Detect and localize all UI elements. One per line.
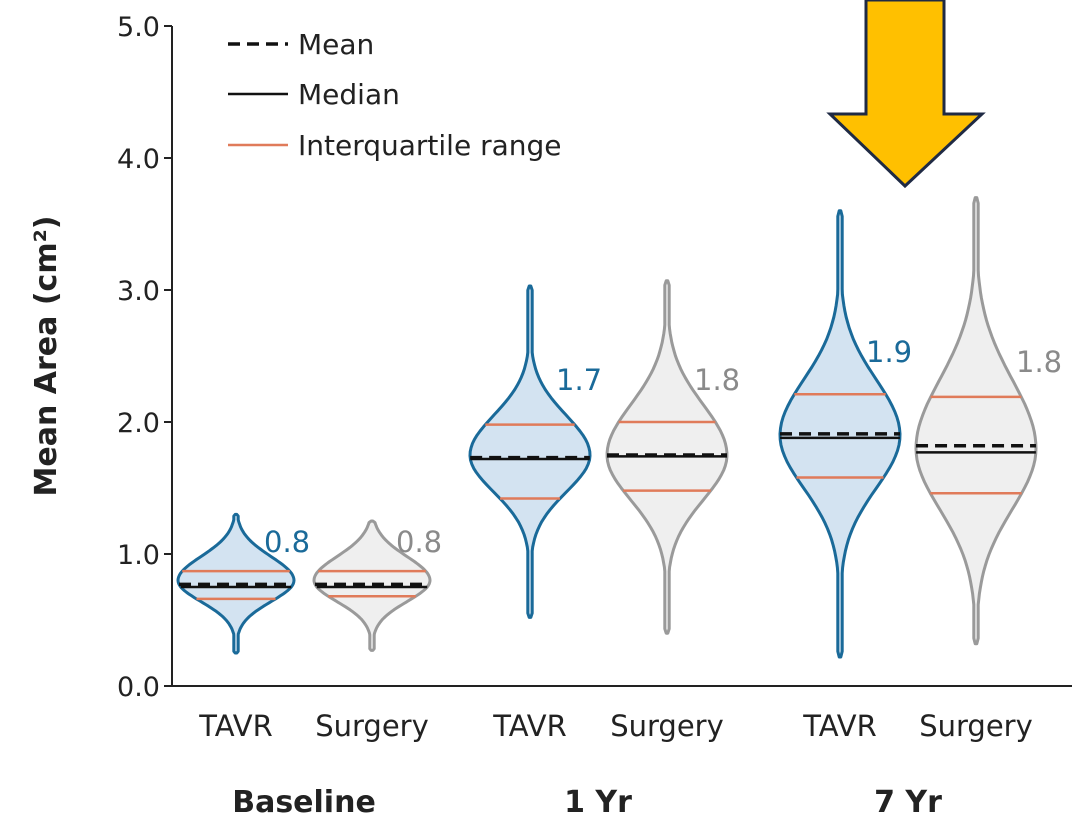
category-label-1yr-tavr: TAVR: [492, 709, 566, 743]
y-tick-label: 5.0: [117, 12, 160, 43]
y-ticks: 0.0 1.0 2.0 3.0 4.0 5.0: [117, 12, 172, 703]
legend-median-label: Median: [298, 78, 400, 111]
value-label-baseline-surgery: 0.8: [396, 525, 442, 559]
axes: [171, 26, 1072, 687]
category-label-baseline-tavr: TAVR: [198, 709, 272, 743]
legend-iqr-label: Interquartile range: [298, 129, 562, 162]
legend: Mean Median Interquartile range: [228, 28, 562, 162]
category-label-7yr-tavr: TAVR: [802, 709, 876, 743]
y-tick-label: 1.0: [117, 540, 160, 571]
group-label-baseline: Baseline: [232, 785, 376, 820]
y-tick-label: 4.0: [117, 144, 160, 175]
down-arrow-annotation: [826, 0, 986, 189]
y-axis-label: Mean Area (cm²): [29, 216, 64, 497]
legend-mean-label: Mean: [298, 28, 374, 61]
category-label-1yr-surgery: Surgery: [610, 709, 724, 743]
violin-baseline-tavr: [176, 512, 296, 655]
value-label-1yr-tavr: 1.7: [556, 363, 602, 397]
value-label-baseline-tavr: 0.8: [264, 525, 310, 559]
violin-baseline-surgery: [312, 519, 432, 652]
group-labels: Baseline 1 Yr 7 Yr: [232, 785, 942, 820]
y-tick-label: 3.0: [117, 276, 160, 307]
category-label-baseline-surgery: Surgery: [315, 709, 429, 743]
violin-1yr-tavr: [468, 284, 592, 619]
group-label-7yr: 7 Yr: [874, 785, 942, 820]
y-tick-label: 0.0: [117, 672, 160, 703]
value-label-1yr-surgery: 1.8: [694, 363, 740, 397]
value-label-7yr-surgery: 1.8: [1016, 345, 1062, 379]
category-label-7yr-surgery: Surgery: [919, 709, 1033, 743]
group-label-1yr: 1 Yr: [564, 785, 632, 820]
y-tick-label: 2.0: [117, 408, 160, 439]
category-labels: TAVR Surgery TAVR Surgery TAVR Surgery: [198, 709, 1032, 743]
violins: 0.8 0.8 1.7 1.8 1.9 1.8: [176, 196, 1062, 659]
value-label-7yr-tavr: 1.9: [866, 335, 912, 369]
violin-7yr-surgery: [914, 196, 1038, 646]
